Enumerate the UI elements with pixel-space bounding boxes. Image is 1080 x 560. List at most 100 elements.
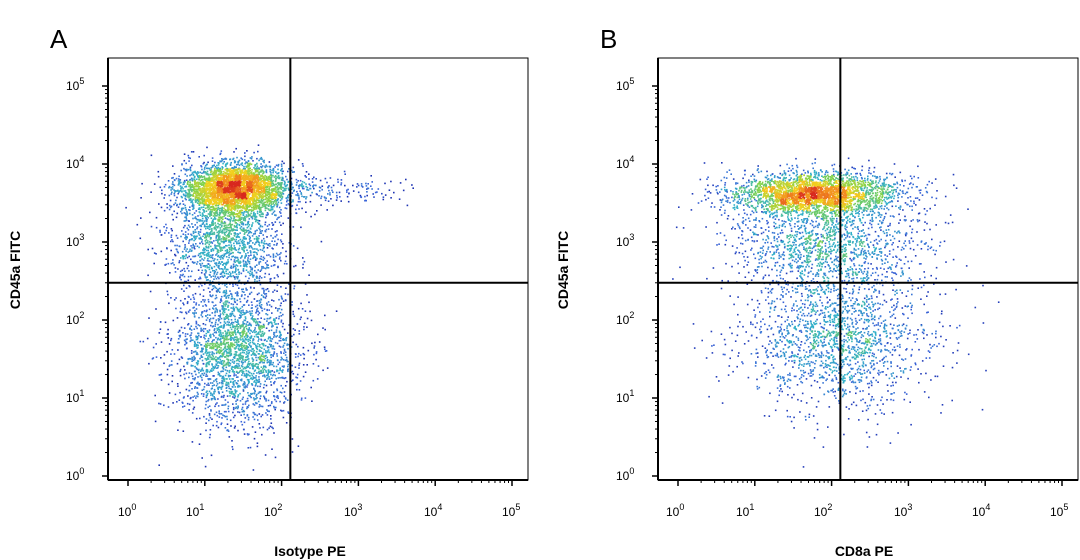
panel-a-event-point (248, 246, 251, 249)
panel-a-event-point (264, 205, 267, 207)
panel-a-event-point (212, 223, 214, 226)
panel-a-event-point (224, 208, 226, 211)
panel-a-event-point (165, 229, 167, 232)
panel-a-event-point (215, 190, 218, 193)
panel-a-event-point (201, 262, 204, 265)
panel-a-event-point (177, 180, 180, 182)
panel-a-event-point (209, 192, 212, 194)
panel-a-event-point (204, 203, 207, 205)
panel-a-event-point (263, 179, 265, 181)
panel-a-event-point (200, 198, 203, 200)
panel-a-event-point (160, 206, 163, 209)
panel-a-event-point (259, 200, 261, 203)
panel-a-event-point (216, 252, 218, 255)
panel-a-event-point (185, 179, 188, 181)
panel-a-event-point (210, 237, 212, 239)
panel-a-event-point (206, 170, 209, 173)
panel-a-event-point (228, 241, 230, 243)
panel-a-event-point (269, 177, 271, 179)
panel-a-event-point (241, 229, 243, 232)
panel-a-event-point (194, 171, 196, 174)
panel-a-event-point (267, 267, 270, 269)
panel-a-event-point (287, 195, 289, 197)
panel-a-event-point (278, 187, 281, 189)
panel-a-event-point (263, 161, 265, 164)
panel-a-event-point (254, 164, 256, 167)
panel-a-event-point (285, 207, 288, 210)
panel-a-event-point (216, 182, 218, 185)
panel-a-event-point (184, 207, 187, 209)
panel-a-event-point (285, 187, 287, 190)
panel-a-event-point (204, 234, 207, 237)
panel-a-event-point (141, 182, 143, 185)
panel-a-event-point (273, 200, 275, 203)
panel-a-event-point (221, 224, 223, 227)
panel-a-event-point (230, 161, 232, 164)
panel-a-event-point (232, 285, 234, 287)
panel-a-event-point (227, 218, 230, 221)
panel-a-event-point (254, 218, 256, 220)
panel-a-event-point (263, 246, 265, 249)
panel-a-event-point (263, 361, 265, 364)
panel-a-event-point (214, 181, 217, 184)
panel-a-event-point (181, 230, 183, 232)
panel-a-event-point (237, 292, 239, 294)
panel-a-event-point (202, 183, 205, 186)
panel-a-event-point (209, 183, 212, 186)
panel-a-event-point (207, 255, 209, 257)
panel-a-event-point (189, 186, 192, 189)
panel-a-event-point (185, 254, 187, 257)
panel-a-event-point (269, 166, 271, 168)
panel-a-event-point (183, 248, 186, 250)
panel-a-event-point (230, 216, 232, 219)
panel-a-event-point (223, 290, 225, 292)
panel-a-event-point (185, 280, 188, 283)
panel-a-event-point (192, 244, 194, 247)
panel-a-event-point (259, 248, 262, 251)
panel-a-event-point (211, 210, 213, 213)
panel-a-event-point (256, 277, 258, 279)
panel-a-event-point (260, 241, 263, 243)
panel-a-event-point (203, 248, 206, 250)
panel-a-event-point (197, 182, 200, 185)
panel-a-event-point (281, 298, 284, 300)
panel-a-event-point (280, 409, 282, 412)
panel-a-event-point (223, 225, 226, 227)
panel-a-event-point (234, 271, 236, 274)
panel-a-event-point (217, 204, 220, 207)
panel-a-event-point (232, 179, 235, 181)
panel-a-event-point (181, 255, 184, 258)
panel-a-event-point (217, 174, 219, 176)
panel-a-event-point (192, 351, 195, 353)
panel-a-event-point (192, 255, 194, 258)
panel-a-event-point (246, 181, 249, 183)
panel-a-event-point (190, 250, 193, 252)
panel-a-event-point (186, 236, 188, 239)
panel-a-event-point (222, 209, 224, 212)
panel-a-event-point (171, 239, 173, 241)
panel-a-event-point (271, 240, 273, 242)
panel-a-event-point (229, 219, 232, 221)
panel-a-event-point (224, 268, 226, 270)
panel-a-event-point (204, 192, 206, 194)
panel-a-event-point (222, 240, 225, 243)
panel-a-event-point (180, 257, 182, 259)
panel-a-event-point (271, 185, 274, 187)
panel-a-event-point (252, 469, 255, 471)
panel-a-event-point (234, 209, 236, 211)
panel-a-event-point (233, 238, 236, 241)
panel-a-event-point (263, 292, 265, 294)
panel-a-event-point (236, 265, 239, 267)
panel-a-event-point (235, 174, 238, 176)
panel-a-event-point (203, 225, 206, 228)
panel-a-event-point (210, 180, 213, 182)
panel-a-event-point (250, 209, 252, 211)
panel-a-event-point (150, 225, 153, 228)
panel-a-event-point (269, 192, 271, 195)
panel-a-event-point (203, 220, 206, 222)
panel-a-event-point (227, 229, 230, 232)
panel-a-event-point (272, 224, 274, 226)
panel-a-event-point (217, 178, 219, 180)
panel-a-event-point (208, 235, 210, 238)
panel-a-event-point (246, 204, 248, 207)
